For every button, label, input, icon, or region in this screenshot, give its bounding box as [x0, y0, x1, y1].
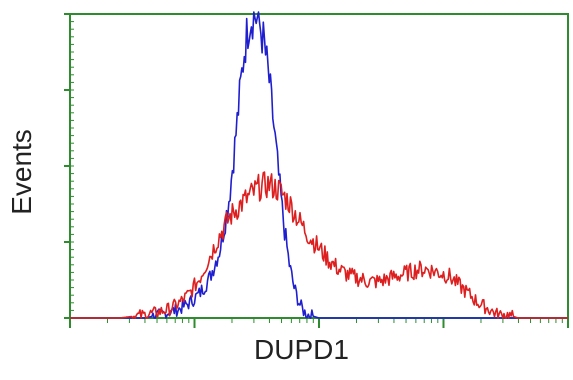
x-axis-label: DUPD1 [254, 334, 349, 365]
series-2-line [70, 171, 568, 319]
plot-frame [69, 13, 569, 319]
y-axis-label: Events [6, 129, 37, 215]
series-1-line [70, 11, 568, 319]
